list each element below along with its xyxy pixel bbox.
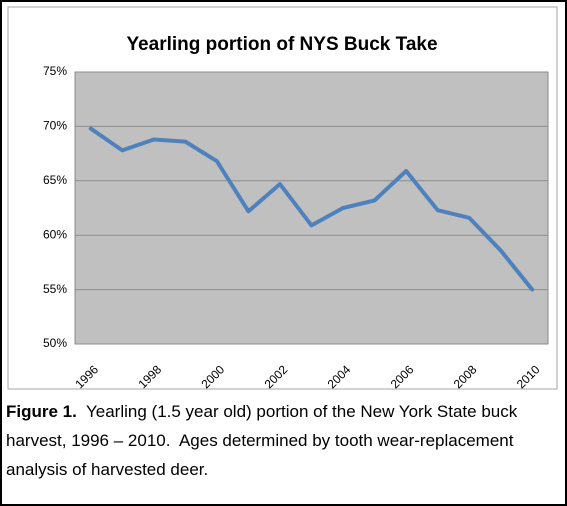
chart: Yearling portion of NYS Buck Take 50% 55%… [7,6,558,391]
y-tick-label: 55% [43,282,67,296]
caption-label: Figure 1. [6,402,77,421]
caption: Figure 1. Yearling (1.5 year old) portio… [6,397,558,484]
y-tick-label: 75% [43,64,67,78]
plot-area [74,71,549,345]
y-tick-label: 60% [43,227,67,241]
y-tick-label: 65% [43,173,67,187]
chart-title: Yearling portion of NYS Buck Take [126,34,437,55]
line-series [88,126,535,292]
caption-text: Yearling (1.5 year old) portion of the N… [6,402,522,479]
y-tick-label: 70% [43,119,67,133]
y-tick-label: 50% [43,336,67,350]
